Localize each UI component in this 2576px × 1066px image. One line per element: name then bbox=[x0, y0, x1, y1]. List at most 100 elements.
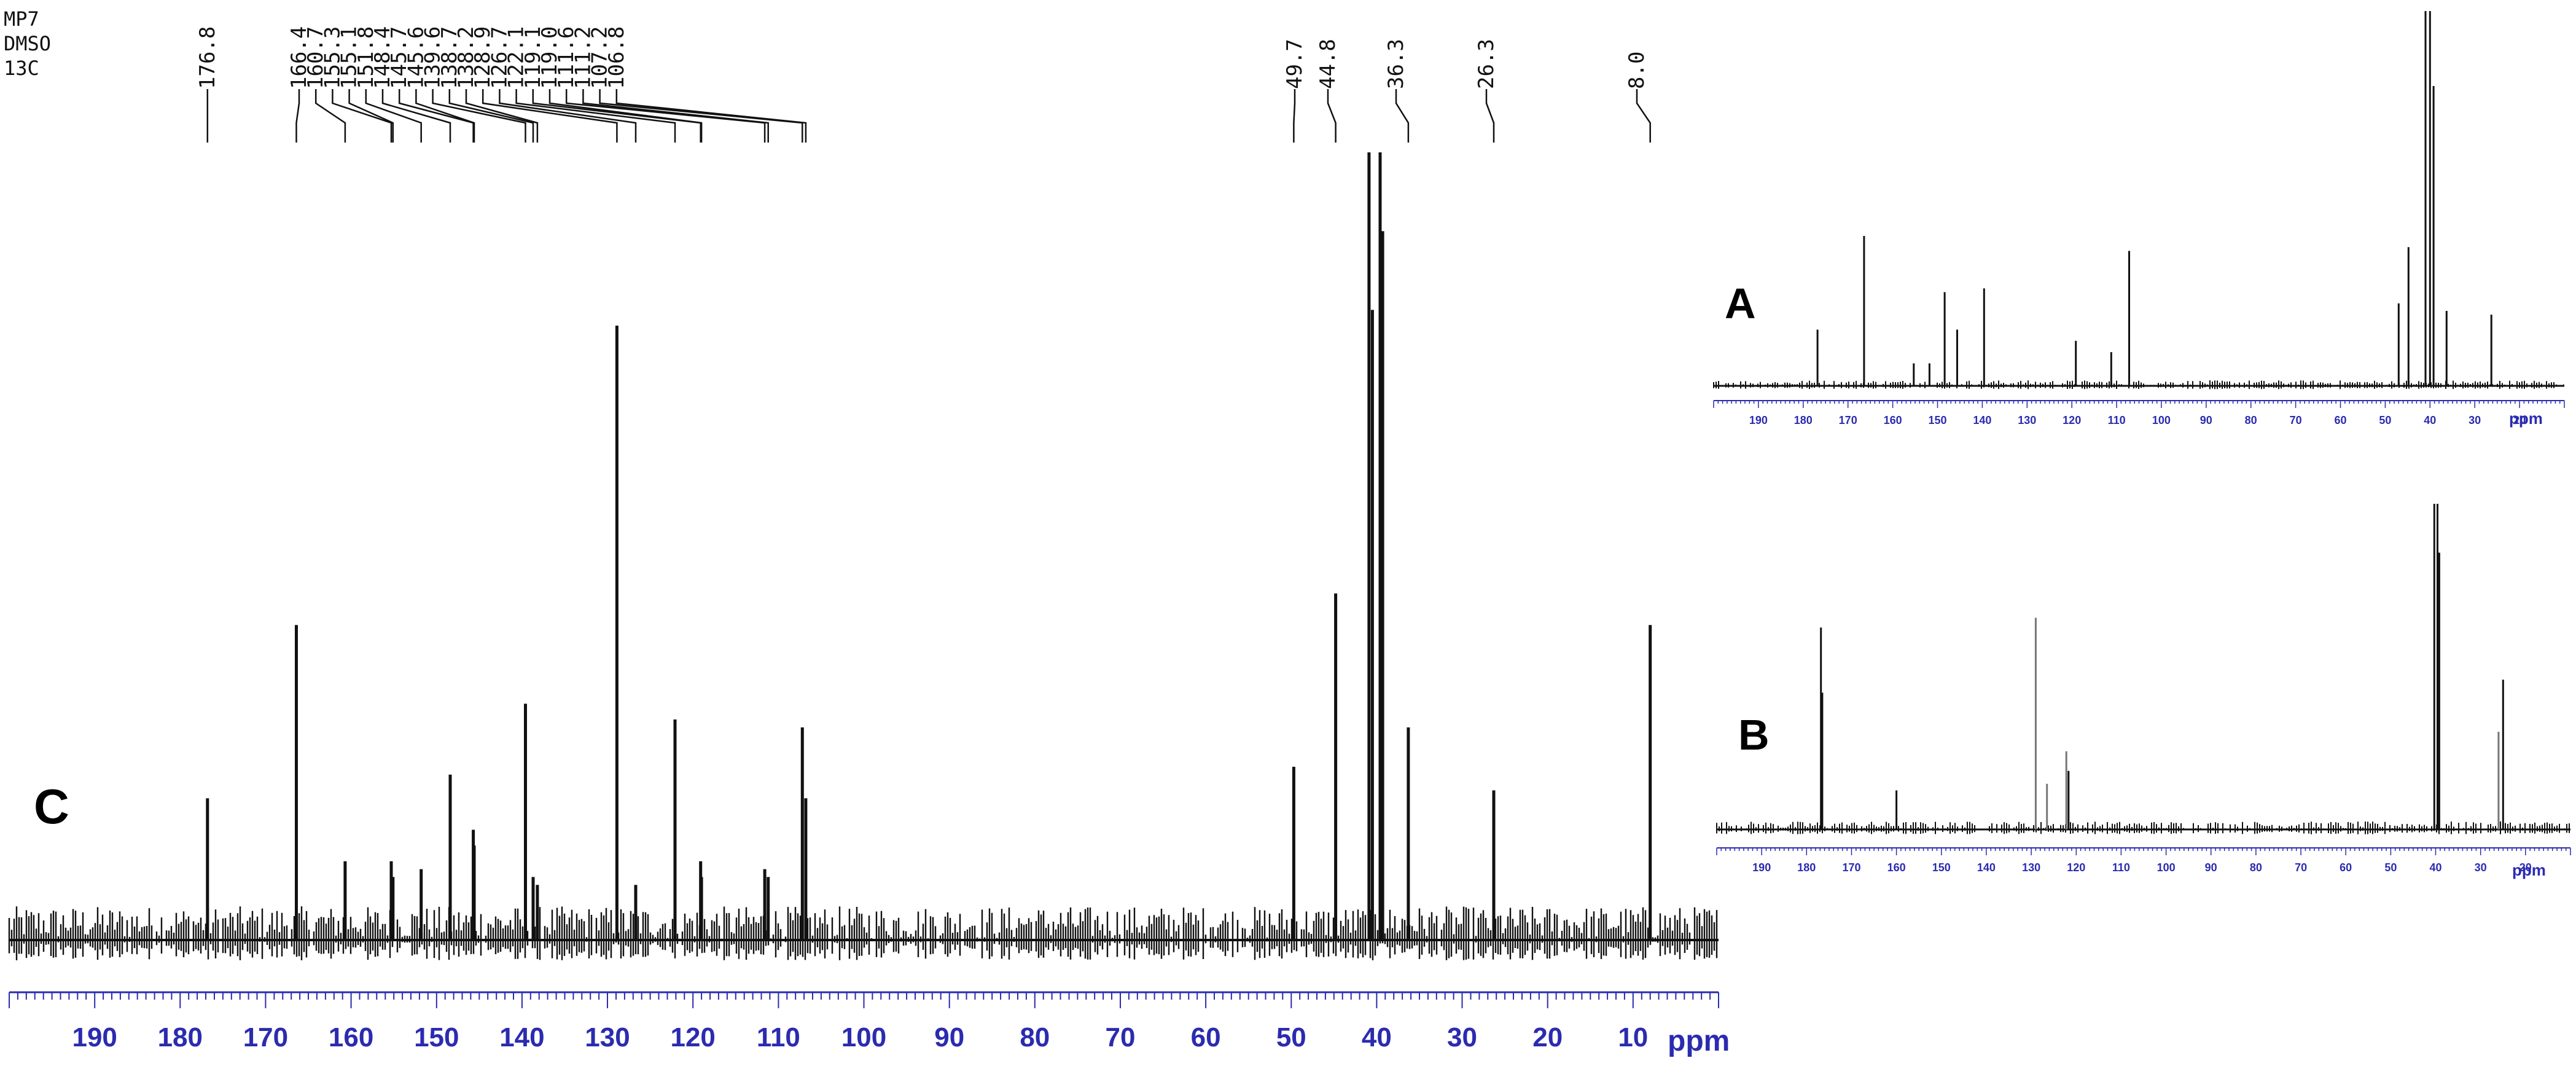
peak-label: 106.8 bbox=[604, 26, 629, 89]
peak-group bbox=[1820, 504, 2504, 829]
x-tick-label: 120 bbox=[670, 1022, 715, 1052]
peak-label: 8.0 bbox=[1625, 52, 1649, 89]
peak-label: 36.3 bbox=[1384, 39, 1408, 89]
x-tick-label: 90 bbox=[2200, 414, 2212, 426]
peak-connector bbox=[398, 89, 474, 143]
x-tick-label: 110 bbox=[2108, 414, 2126, 426]
x-axis: 190 180 170 160 150 140 130 120 110 100 90 80 70 60 50… bbox=[1716, 847, 2571, 874]
peak-connector bbox=[332, 89, 392, 143]
peak-label: 44.8 bbox=[1316, 39, 1340, 89]
x-tick-label: 100 bbox=[2157, 861, 2176, 874]
x-tick-label: 50 bbox=[2384, 861, 2397, 874]
peak-label: 145.7 bbox=[387, 26, 412, 89]
x-tick-label: 170 bbox=[1842, 861, 1860, 874]
peak-connector bbox=[1327, 89, 1337, 143]
spectrum-panel-a: 190 180 170 160 150 140 130 120 110 100 90 80 70 60 50… bbox=[1713, 11, 2565, 428]
x-tick-label: 50 bbox=[2379, 414, 2391, 426]
x-tick-label: 150 bbox=[1932, 861, 1951, 874]
x-tick-label: 120 bbox=[2063, 414, 2081, 426]
peak-group bbox=[1816, 11, 2492, 386]
x-tick-label: 130 bbox=[585, 1022, 630, 1052]
peak-connector bbox=[1485, 89, 1495, 143]
x-tick-label: 130 bbox=[2022, 861, 2040, 874]
peak-label: 139.6 bbox=[421, 26, 445, 89]
x-tick-label: 80 bbox=[1020, 1022, 1050, 1052]
x-tick-label: 180 bbox=[158, 1022, 203, 1052]
x-tick-label: 190 bbox=[72, 1022, 117, 1052]
peak-label: 155.1 bbox=[337, 26, 362, 89]
peak-connector bbox=[615, 89, 807, 143]
x-tick-label: 90 bbox=[934, 1022, 964, 1052]
x-tick-label: 90 bbox=[2205, 861, 2217, 874]
x-tick-label: 70 bbox=[2295, 861, 2307, 874]
peak-label: 122.1 bbox=[504, 26, 529, 89]
x-tick-label: 160 bbox=[329, 1022, 373, 1052]
x-axis: 190 180 170 160 150 140 130 120 110 100 90 80 70 60 50… bbox=[1713, 400, 2565, 426]
spectrum-header: MP7 DMSO 13C bbox=[4, 7, 51, 80]
x-tick-label: 150 bbox=[414, 1022, 459, 1052]
x-tick-label: 30 bbox=[1447, 1022, 1477, 1052]
header-line-3: 13C bbox=[4, 57, 39, 80]
x-tick-label: 120 bbox=[2067, 861, 2085, 874]
x-tick-label: 20 bbox=[2513, 414, 2526, 426]
peak-connector bbox=[548, 89, 703, 143]
peak-label: 145.6 bbox=[404, 26, 428, 89]
panel-label-c: C bbox=[34, 779, 69, 834]
peak-connector bbox=[448, 89, 534, 143]
x-tick-label: 60 bbox=[2340, 861, 2352, 874]
baseline-noise bbox=[1716, 821, 2570, 834]
x-tick-label: 70 bbox=[2290, 414, 2302, 426]
x-tick-label: 30 bbox=[2475, 861, 2487, 874]
x-tick-label: 40 bbox=[2424, 414, 2436, 426]
x-tick-label: 30 bbox=[2469, 414, 2481, 426]
baseline-noise bbox=[8, 906, 1719, 960]
x-tick-label: 60 bbox=[2334, 414, 2346, 426]
peak-label: 138.2 bbox=[454, 26, 478, 89]
x-axis-label: ppm bbox=[1668, 1025, 1730, 1057]
peak-label: 107.2 bbox=[588, 26, 612, 89]
x-tick-label: 170 bbox=[1839, 414, 1857, 426]
peak-connector bbox=[599, 89, 803, 143]
peak-connector bbox=[1636, 89, 1651, 143]
x-tick-label: 80 bbox=[2245, 414, 2257, 426]
peak-connector bbox=[365, 89, 422, 143]
peak-label: 119.0 bbox=[537, 26, 562, 89]
peak-label: 176.8 bbox=[195, 26, 220, 89]
x-tick-label: 160 bbox=[1887, 861, 1906, 874]
x-tick-label: 190 bbox=[1749, 414, 1768, 426]
x-tick-label: 180 bbox=[1794, 414, 1813, 426]
x-axis: 190 180 170 160 150 140 130 120 110 100 90 80 70 60 50… bbox=[9, 991, 1719, 1052]
x-tick-label: 130 bbox=[2018, 414, 2036, 426]
peak-label: 111.6 bbox=[554, 26, 579, 89]
spectrum-panel-b: 190 180 170 160 150 140 130 120 110 100 90 80 70 60 50… bbox=[1716, 504, 2571, 879]
x-tick-label: 180 bbox=[1797, 861, 1816, 874]
header-line-1: MP7 bbox=[4, 7, 39, 31]
x-tick-label: 70 bbox=[1106, 1022, 1136, 1052]
peak-connector bbox=[348, 89, 394, 143]
x-axis-label: ppm bbox=[2509, 409, 2543, 428]
peak-connector bbox=[1395, 89, 1410, 143]
peak-label: 155.3 bbox=[320, 26, 345, 89]
peak-connector bbox=[582, 89, 769, 143]
x-tick-label: 190 bbox=[1752, 861, 1771, 874]
x-tick-label: 20 bbox=[1532, 1022, 1563, 1052]
peak-label: 151.8 bbox=[354, 26, 378, 89]
peak-label: 111.2 bbox=[571, 26, 595, 89]
x-tick-label: 50 bbox=[1276, 1022, 1306, 1052]
peak-connector bbox=[482, 89, 618, 143]
peak-label: 119.1 bbox=[521, 26, 545, 89]
x-tick-label: 140 bbox=[1973, 414, 1991, 426]
peak-connector bbox=[465, 89, 539, 143]
x-tick-label: 160 bbox=[1884, 414, 1902, 426]
peak-label: 126.7 bbox=[487, 26, 512, 89]
peak-connector bbox=[565, 89, 766, 143]
peak-label: 26.3 bbox=[1474, 39, 1499, 89]
peak-connector bbox=[1293, 89, 1296, 143]
peak-label: 148.4 bbox=[370, 26, 395, 89]
peak-label: 138.7 bbox=[437, 26, 462, 89]
peak-connector bbox=[314, 89, 346, 143]
x-tick-label: 110 bbox=[2112, 861, 2130, 874]
panel-label-a: A bbox=[1725, 280, 1756, 327]
peak-label: 160.7 bbox=[303, 26, 328, 89]
